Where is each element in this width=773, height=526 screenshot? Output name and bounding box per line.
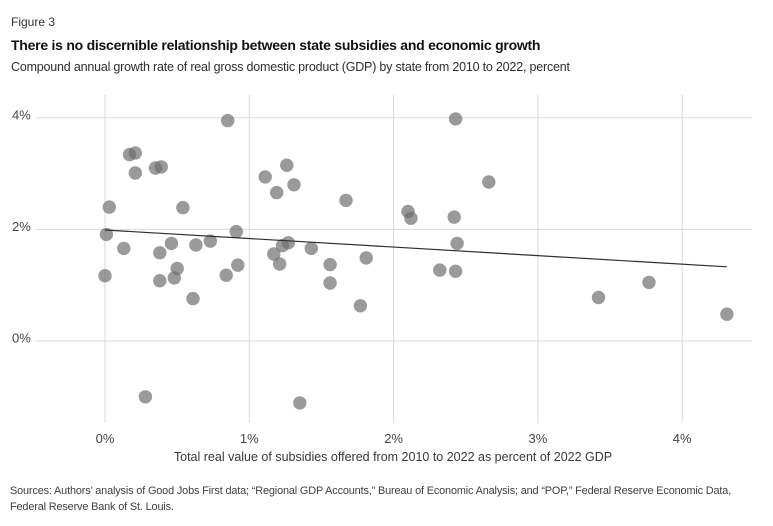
data-point [293, 396, 307, 410]
sources-note: Sources: Authors’ analysis of Good Jobs … [10, 485, 732, 513]
x-tick-label: 4% [673, 431, 692, 446]
data-point [323, 257, 337, 272]
data-point [229, 224, 243, 239]
regression-line [104, 229, 727, 268]
data-point [189, 238, 203, 252]
data-point [258, 170, 272, 184]
data-point [153, 246, 167, 260]
horizontal-gridlines [36, 117, 752, 342]
x-tick-label: 3% [529, 431, 548, 446]
trend-line [104, 229, 727, 268]
data-point [138, 390, 153, 404]
data-point [339, 193, 353, 208]
data-point [267, 247, 281, 261]
data-point [128, 146, 142, 160]
data-point [591, 290, 606, 305]
data-point [448, 112, 463, 126]
data-point [448, 264, 463, 278]
x-tick-label: 1% [240, 431, 259, 446]
data-point [167, 271, 181, 285]
vertical-gridlines [104, 95, 683, 423]
data-point [153, 274, 167, 288]
data-point [281, 236, 295, 250]
data-point [287, 178, 301, 192]
chart-header: Figure 3 There is no discernible relatio… [11, 16, 761, 74]
data-point [176, 200, 190, 215]
data-point [99, 227, 114, 242]
data-point [186, 291, 200, 306]
x-tick-label: 2% [384, 431, 403, 446]
y-tick-label: 0% [12, 331, 31, 346]
data-point [433, 263, 447, 277]
x-axis-label: Total real value of subsidies offered fr… [174, 450, 612, 464]
figure-label: Figure 3 [11, 15, 56, 29]
scatter-points [98, 112, 734, 410]
data-point [98, 269, 112, 283]
y-axis-tick-labels: 0% 2% 4% [12, 107, 31, 345]
data-point [482, 175, 496, 189]
chart-title: There is no discernible relationship bet… [11, 37, 541, 53]
data-point [447, 210, 461, 224]
x-tick-label: 0% [96, 431, 115, 446]
data-point [221, 113, 235, 128]
data-point [359, 251, 373, 265]
data-point [102, 200, 117, 214]
data-point [323, 276, 337, 290]
data-point [353, 299, 368, 313]
data-point [642, 275, 656, 290]
data-point [154, 160, 168, 174]
chart-subtitle: Compound annual growth rate of real gros… [11, 60, 570, 74]
data-point [450, 236, 464, 251]
data-point [720, 307, 734, 321]
data-point [231, 258, 245, 272]
y-tick-label: 4% [12, 107, 31, 122]
x-axis-tick-labels: 0% 1% 2% 3% 4% [96, 431, 692, 446]
data-point [404, 211, 418, 225]
y-tick-label: 2% [12, 219, 31, 234]
data-point [117, 241, 131, 256]
data-point [219, 268, 233, 282]
data-point [304, 241, 318, 256]
data-point [270, 185, 284, 200]
data-point [164, 236, 179, 251]
data-point [203, 234, 217, 248]
data-point [128, 166, 142, 180]
data-point [280, 158, 294, 172]
data-point [272, 257, 287, 271]
